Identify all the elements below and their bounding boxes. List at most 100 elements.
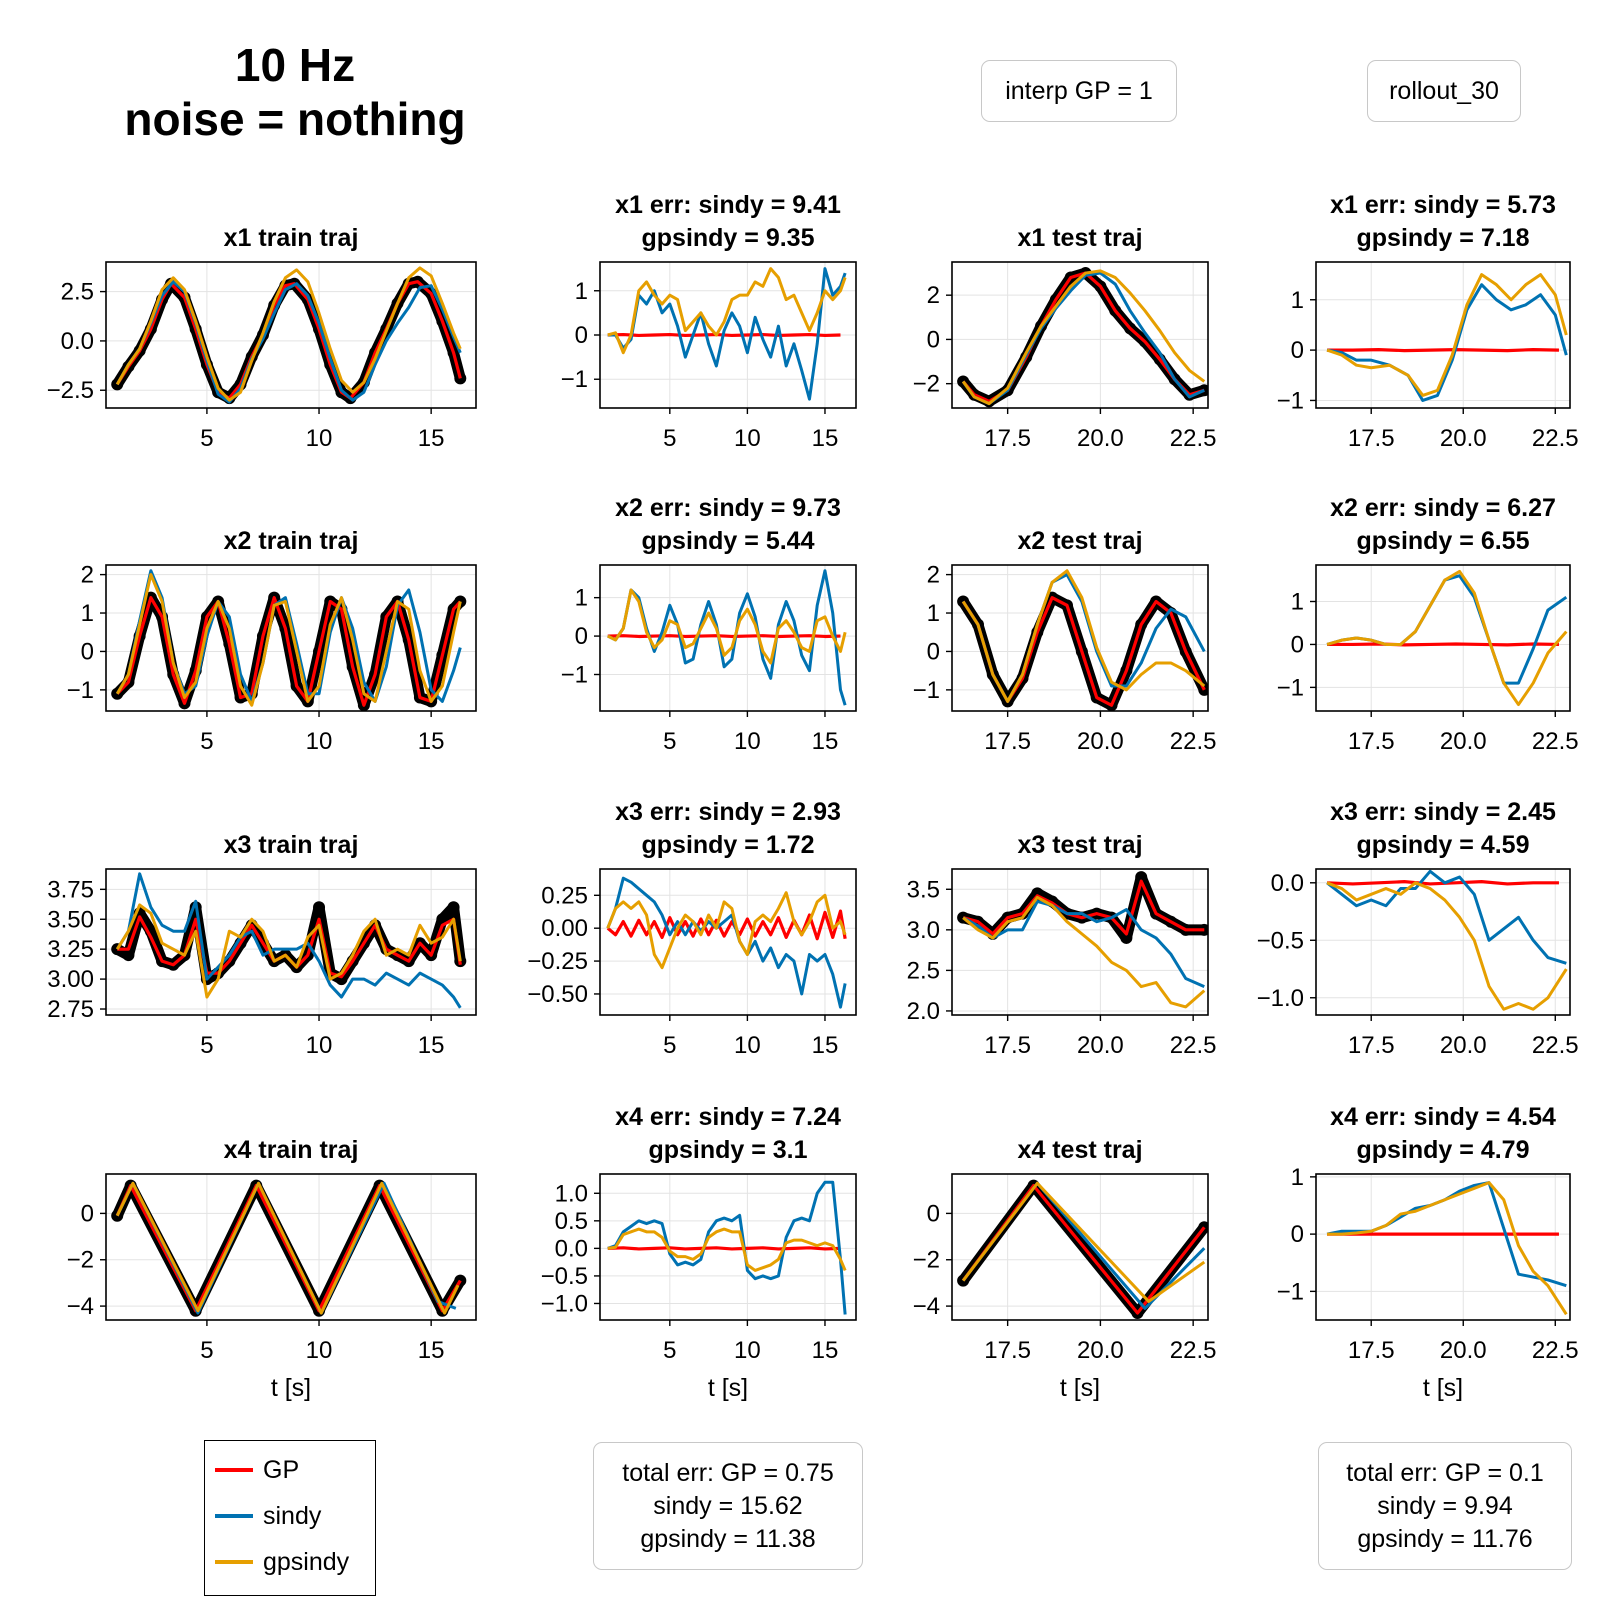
x-tick-label: 10	[306, 728, 333, 755]
series-gpsindy-line	[115, 903, 462, 999]
x-tick-label: 10	[306, 425, 333, 452]
chart-panel-6: 5 10 15 −1 0 1 x2 err: sindy = 9.73 gpsindy = 5…	[561, 494, 857, 755]
series-gp-line	[962, 879, 1205, 936]
series-gpsindy-line	[607, 588, 847, 665]
chart-panel-13: 5 10 15 −4 −2 0 x4 train traj t [s]	[67, 1136, 477, 1402]
y-tick-label: −4	[67, 1293, 94, 1320]
x-tick-label: 22.5	[1532, 728, 1579, 755]
y-tick-label: 3.25	[47, 936, 94, 963]
x-tick-label: 20.0	[1440, 425, 1487, 452]
chart-panel-16: 17.5 20.0 22.5 −1 0 1 x4 err: sindy = 4.54 gpsi…	[1277, 1103, 1579, 1402]
total-error-box-mid: total err: GP = 0.75 sindy = 15.62 gpsin…	[593, 1442, 863, 1570]
x-tick-label: 5	[663, 728, 676, 755]
y-tick-label: −0.50	[527, 981, 588, 1008]
chart-panel-12: 17.5 20.0 22.5 −1.0 −0.5 0.0 x3 err: sindy = 2…	[1257, 798, 1579, 1059]
chart-title: x1 train traj	[224, 224, 359, 252]
plot-area	[957, 1179, 1208, 1320]
series-truth-line	[957, 267, 1208, 407]
x-tick-label: 15	[418, 425, 445, 452]
y-tick-label: −1	[1277, 674, 1304, 701]
x-tick-label: 17.5	[984, 1032, 1031, 1059]
x-axis-label: t [s]	[1060, 1374, 1100, 1402]
x-tick-label: 15	[418, 728, 445, 755]
plot-area	[111, 266, 467, 405]
x-tick-label: 15	[812, 425, 839, 452]
plot-area	[607, 267, 847, 401]
page-title-line2: noise = nothing	[124, 93, 466, 145]
x-tick-label: 17.5	[984, 1337, 1031, 1364]
chart-panel-15: 17.5 20.0 22.5 −4 −2 0 x4 test traj t [s]	[913, 1136, 1217, 1402]
chart-title: x1 err: sindy = 5.73	[1330, 191, 1556, 219]
series-sindy-line	[1326, 869, 1567, 965]
chart-panel-1: 5 10 15 −2.5 0.0 2.5 x1 train traj	[47, 224, 477, 452]
y-tick-label: −1	[67, 677, 94, 704]
chart-panel-11: 17.5 20.0 22.5 2.0 2.5 3.0 3.5 x3 test traj	[907, 831, 1217, 1059]
x-tick-label: 22.5	[1170, 1337, 1217, 1364]
total-error-right-line3: gpsindy = 11.76	[1357, 1525, 1533, 1553]
chart-title: gpsindy = 5.44	[642, 527, 815, 555]
x-tick-label: 22.5	[1532, 1032, 1579, 1059]
axes-frame	[1315, 564, 1571, 712]
x-tick-label: 20.0	[1077, 1032, 1124, 1059]
series-gpsindy-line	[1326, 881, 1568, 1011]
plot-area	[957, 267, 1208, 408]
y-tick-label: 0	[927, 638, 940, 665]
series-gpsindy-line	[606, 891, 847, 970]
y-tick-label: 0.5	[555, 1208, 588, 1235]
plot-area	[1326, 569, 1568, 707]
chart-title: x1 test traj	[1017, 224, 1142, 252]
total-error-right-line2: sindy = 9.94	[1377, 1492, 1513, 1520]
y-tick-label: 3.0	[907, 917, 940, 944]
series-gp-line	[116, 596, 462, 707]
x-tick-label: 17.5	[984, 425, 1031, 452]
axes-frame	[599, 564, 857, 712]
y-tick-label: −1	[913, 677, 940, 704]
chart-title: gpsindy = 7.18	[1357, 224, 1530, 252]
plot-area	[607, 569, 847, 706]
y-tick-label: 1	[81, 600, 94, 627]
chart-title: gpsindy = 3.1	[648, 1136, 807, 1164]
legend-swatch-sindy	[215, 1514, 253, 1518]
series-sindy-line	[962, 899, 1205, 988]
x-tick-label: 20.0	[1077, 1337, 1124, 1364]
y-tick-label: −0.5	[1257, 927, 1304, 954]
truth-point	[1120, 931, 1133, 944]
x-tick-label: 10	[306, 1337, 333, 1364]
chart-title: x3 err: sindy = 2.93	[615, 798, 841, 826]
y-tick-label: 1.0	[555, 1180, 588, 1207]
y-tick-label: 2	[81, 562, 94, 589]
series-gpsindy-line	[607, 267, 847, 355]
y-tick-label: −4	[913, 1293, 940, 1320]
series-gpsindy-line	[961, 1181, 1206, 1303]
axes-frame	[951, 1173, 1209, 1321]
axes-frame	[105, 261, 477, 409]
y-tick-label: 3.50	[47, 906, 94, 933]
plot-area	[1326, 273, 1568, 402]
y-tick-label: 1	[1291, 1164, 1304, 1191]
y-tick-label: 0.0	[555, 1235, 588, 1262]
series-gpsindy-line	[961, 569, 1206, 703]
y-tick-label: −0.5	[541, 1263, 588, 1290]
series-truth-line	[111, 276, 466, 404]
x-tick-label: 5	[200, 1032, 213, 1059]
x-tick-label: 17.5	[1348, 425, 1395, 452]
plot-area	[957, 569, 1208, 711]
x-tick-label: 5	[200, 425, 213, 452]
chart-panel-3: 17.5 20.0 22.5 −2 0 2 x1 test traj	[913, 224, 1217, 452]
series-gp-line	[115, 280, 462, 400]
y-tick-label: 3.00	[47, 966, 94, 993]
series-gp-line	[1326, 880, 1559, 886]
y-tick-label: −1.0	[541, 1290, 588, 1317]
x-tick-label: 17.5	[1348, 728, 1395, 755]
legend-label-gp: GP	[263, 1455, 300, 1484]
y-tick-label: 3.75	[47, 876, 94, 903]
x-tick-label: 17.5	[984, 728, 1031, 755]
series-gp-line	[607, 1246, 841, 1251]
plot-area	[607, 1180, 847, 1315]
x-tick-label: 5	[663, 425, 676, 452]
x-tick-label: 20.0	[1440, 1032, 1487, 1059]
axes-frame	[105, 564, 477, 712]
y-tick-label: 1	[1291, 287, 1304, 314]
legend-item-gp: GP	[215, 1455, 299, 1485]
